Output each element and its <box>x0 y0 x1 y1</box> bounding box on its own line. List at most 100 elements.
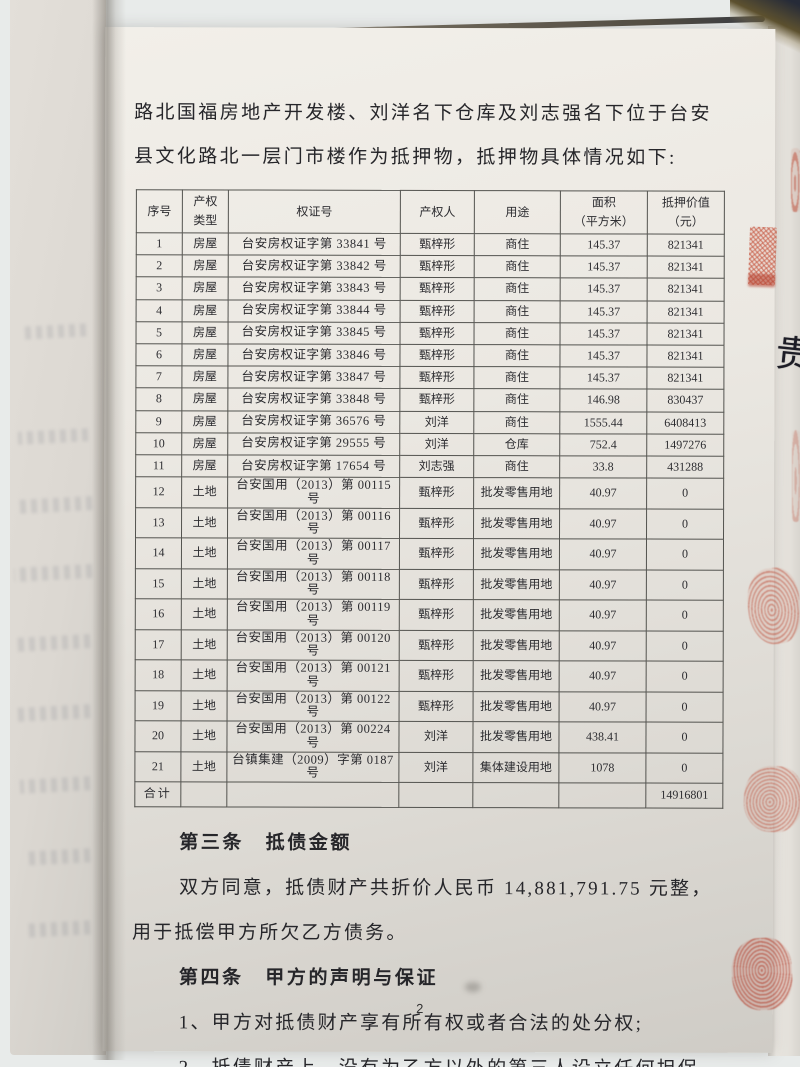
table-cell: 3 <box>136 277 183 300</box>
table-cell: 台安房权证字第 36576 号 <box>227 410 400 434</box>
table-row: 7 房屋 台安房权证字第 33847 号甄梓形 商住 145.37 821341 <box>135 365 724 390</box>
table-cell: 刘洋 <box>399 433 474 456</box>
table-cell: 40.97 <box>559 569 647 601</box>
table-total-row: 合计 14916801 <box>134 781 723 809</box>
table-cell: 8 <box>135 388 182 411</box>
table-cell: 土地 <box>181 537 228 569</box>
table-cell: 台安房权证字第 29555 号 <box>227 432 400 456</box>
table-cell: 甄梓形 <box>400 322 475 345</box>
table-cell: 房屋 <box>182 232 229 256</box>
article4-title: 第四条 甲方的声明与保证 <box>178 967 439 990</box>
table-cell: 台安国用（2013）第 00115 号 <box>227 477 400 508</box>
table-column-header: 面积 （平方米） <box>560 190 648 235</box>
table-cell: 商住 <box>474 255 561 279</box>
table-cell: 0 <box>645 752 723 784</box>
table-row: 9 房屋 台安房权证字第 36576 号刘洋 商住 1555.44 6408413 <box>135 410 724 434</box>
table-cell: 1555.44 <box>559 411 647 434</box>
table-cell: 20 <box>134 720 182 752</box>
table-cell: 438.41 <box>558 721 647 753</box>
empty-cell <box>398 782 473 808</box>
bleed-through-mark <box>13 563 93 583</box>
table-cell: 土地 <box>181 476 228 508</box>
table-cell: 台安国用（2013）第 00224 号 <box>226 721 400 752</box>
table-cell: 商住 <box>473 388 560 412</box>
table-cell: 821341 <box>647 300 725 323</box>
table-cell: 40.97 <box>559 477 647 509</box>
total-value-cell: 14916801 <box>645 783 723 809</box>
table-cell: 房屋 <box>181 454 228 478</box>
table-cell: 33.8 <box>559 455 647 479</box>
table-cell: 5 <box>136 321 183 344</box>
bleed-through-mark <box>17 704 91 722</box>
table-cell: 145.37 <box>560 300 648 323</box>
table-row: 20 土地 台安国用（2013）第 00224 号刘洋 批发零售用地 438.41 0 <box>134 720 724 753</box>
table-cell: 台安房权证字第 33842 号 <box>228 255 401 278</box>
table-cell: 甄梓形 <box>400 255 475 278</box>
table-cell: 台安房权证字第 33846 号 <box>227 343 401 367</box>
table-cell: 1497276 <box>646 433 724 457</box>
table-cell: 批发零售用地 <box>473 569 560 600</box>
empty-cell <box>558 782 646 809</box>
table-cell: 批发零售用地 <box>473 630 560 661</box>
table-cell: 台镇集建（2009）字第 0187 号 <box>226 751 399 783</box>
table-header-row: 序号 产权 类型 权证号 产权人 用途 面积 （平方米） 抵押价值 （元） <box>136 189 725 235</box>
edge-handwriting: 贵 <box>773 331 800 378</box>
table-cell: 甄梓形 <box>399 568 474 600</box>
table-cell: 台安国用（2013）第 00118 号 <box>227 568 400 600</box>
table-cell: 146.98 <box>559 389 647 412</box>
table-cell: 0 <box>646 661 724 692</box>
table-cell: 6408413 <box>646 411 724 434</box>
table-cell: 0 <box>646 539 724 570</box>
table-cell: 集体建设用地 <box>472 752 559 783</box>
table-cell: 商住 <box>473 411 560 434</box>
table-cell: 1078 <box>558 752 646 784</box>
table-cell: 台安国用（2013）第 00117 号 <box>227 538 400 569</box>
table-cell: 土地 <box>181 629 228 661</box>
table-row: 13 土地 台安国用（2013）第 00116 号甄梓形 批发零售用地 40.97 0 <box>135 507 724 540</box>
bleed-through-mark <box>15 634 91 652</box>
table-row: 10 房屋 台安房权证字第 29555 号刘洋 仓库 752.4 1497276 <box>135 432 724 457</box>
table-cell: 145.37 <box>560 322 648 345</box>
article4-item2-line1: 2、抵债财产上，没有为乙方以外的第三人设立任何担保 <box>132 1045 735 1067</box>
table-cell: 7 <box>135 365 182 389</box>
table-cell: 仓库 <box>473 433 560 456</box>
table-cell: 甄梓形 <box>399 344 475 367</box>
table-cell: 台安国用（2013）第 00119 号 <box>227 599 400 630</box>
table-cell: 甄梓形 <box>399 660 474 692</box>
fingerprint-stamp-edge <box>792 430 800 522</box>
table-cell: 40.97 <box>559 538 647 570</box>
table-row: 11 房屋 台安房权证字第 17654 号刘志强 商住 33.8 431288 <box>135 454 724 479</box>
table-cell: 台安房权证字第 33844 号 <box>228 299 401 323</box>
table-cell: 0 <box>646 691 724 723</box>
intro-line-2: 县文化路北一层门市楼作为抵押物，抵押物具体情况如下: <box>133 146 677 169</box>
table-cell: 145.37 <box>559 366 647 390</box>
table-row: 5 房屋 台安房权证字第 33845 号甄梓形 商住 145.37 821341 <box>136 321 725 346</box>
table-cell: 台安国用（2013）第 00121 号 <box>227 660 400 691</box>
table-cell: 刘洋 <box>399 410 474 434</box>
bleed-through-mark <box>17 428 89 445</box>
table-cell: 甄梓形 <box>399 599 474 631</box>
table-row: 19 土地 台安国用（2013）第 00122 号甄梓形 批发零售用地 40.97 0 <box>135 690 724 723</box>
table-cell: 房屋 <box>181 410 228 433</box>
table-cell: 商住 <box>474 300 561 323</box>
table-cell: 821341 <box>647 234 725 257</box>
table-row: 21 土地 台镇集建（2009）字第 0187 号刘洋 集体建设用地 1078 0 <box>134 751 723 784</box>
table-row: 8 房屋 台安房权证字第 33848 号甄梓形 商住 146.98 830437 <box>135 388 724 412</box>
table-cell: 40.97 <box>559 599 647 631</box>
table-cell: 房屋 <box>182 255 229 278</box>
table-cell: 商住 <box>474 322 561 345</box>
smudge-mark <box>464 982 481 993</box>
table-cell: 房屋 <box>181 343 229 367</box>
table-cell: 9 <box>135 410 182 433</box>
table-cell: 11 <box>135 454 182 477</box>
table-cell: 台安房权证字第 33841 号 <box>228 232 401 256</box>
empty-cell <box>226 782 399 808</box>
table-cell: 0 <box>645 722 724 753</box>
table-cell: 0 <box>646 569 724 601</box>
table-cell: 752.4 <box>559 433 647 456</box>
table-cell: 土地 <box>181 507 228 539</box>
table-column-header: 用途 <box>474 190 561 234</box>
table-cell: 甄梓形 <box>399 366 474 389</box>
table-column-header: 产权人 <box>400 190 475 234</box>
